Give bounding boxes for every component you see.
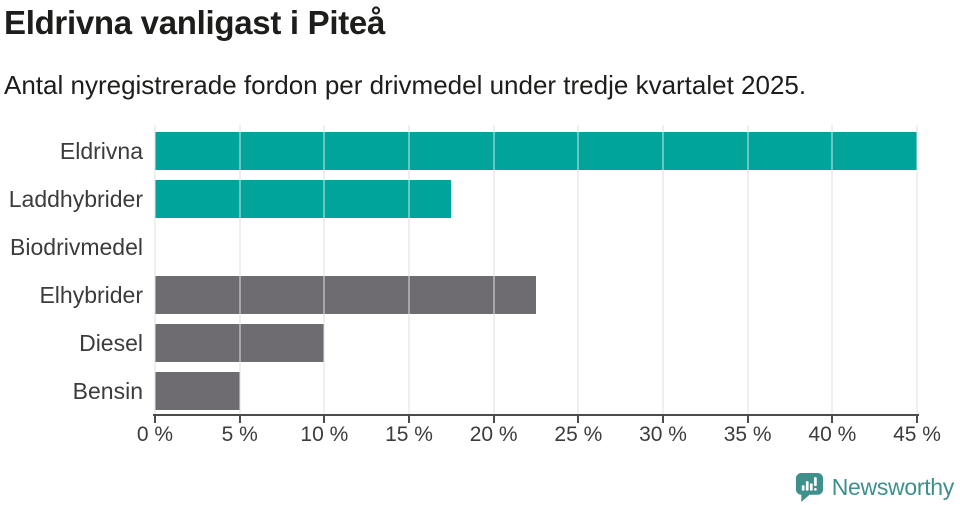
axis-tick bbox=[408, 414, 410, 423]
bar-glyph-tall bbox=[805, 480, 809, 491]
category-label-elhybrider: Elhybrider bbox=[39, 282, 143, 308]
axis-tick bbox=[238, 414, 241, 423]
x-tick-label: 40 % bbox=[808, 423, 857, 446]
gridline bbox=[238, 125, 241, 414]
axis-tick bbox=[662, 414, 664, 423]
x-tick-label: 25 % bbox=[554, 423, 603, 446]
axis-tick bbox=[746, 414, 749, 423]
x-tick-label: 10 % bbox=[300, 423, 349, 446]
brand-footer: Newsworthy bbox=[795, 470, 954, 504]
bar-glyph-small bbox=[801, 484, 805, 491]
bar-elhybrider bbox=[155, 276, 536, 314]
gridline bbox=[831, 125, 834, 414]
x-tick-label: 30 % bbox=[639, 423, 687, 446]
gridline bbox=[577, 125, 580, 414]
axis-tick bbox=[492, 414, 495, 423]
gridline bbox=[154, 125, 156, 414]
category-label-laddhybrider: Laddhybrider bbox=[8, 186, 143, 212]
axis-tick bbox=[154, 414, 156, 423]
gridline bbox=[492, 125, 495, 414]
gridline bbox=[662, 125, 664, 414]
x-tick-label: 45 % bbox=[893, 423, 941, 446]
newsworthy-logo-icon bbox=[795, 472, 823, 502]
x-tick-label: 0 % bbox=[136, 423, 174, 446]
gridline bbox=[746, 125, 749, 414]
exclamation-bar-glyph bbox=[813, 476, 817, 486]
gridline bbox=[408, 125, 410, 414]
axis-tick bbox=[916, 414, 918, 423]
x-axis-line bbox=[153, 414, 919, 416]
category-label-bensin: Bensin bbox=[72, 378, 143, 404]
axis-tick bbox=[323, 414, 326, 423]
bar-laddhybrider bbox=[155, 180, 452, 218]
x-tick-label: 20 % bbox=[469, 423, 518, 446]
category-label-diesel: Diesel bbox=[79, 330, 143, 356]
x-tick-label: 35 % bbox=[723, 423, 772, 446]
bar-eldrivna bbox=[155, 132, 917, 170]
gridline bbox=[916, 125, 918, 414]
chart-title: Eldrivna vanligast i Piteå bbox=[4, 4, 386, 41]
axis-tick bbox=[577, 414, 580, 423]
chart-subtitle: Antal nyregistrerade fordon per drivmede… bbox=[4, 70, 807, 100]
speech-bubble-shape bbox=[795, 472, 823, 502]
bar-bensin bbox=[155, 372, 240, 410]
axis-tick bbox=[831, 414, 834, 423]
category-label-eldrivna: Eldrivna bbox=[59, 138, 143, 164]
bar-diesel bbox=[155, 324, 325, 362]
bar-glyph-medium bbox=[809, 482, 813, 491]
x-tick-label: 15 % bbox=[385, 423, 433, 446]
brand-name: Newsworthy bbox=[831, 473, 955, 500]
exclamation-dot-glyph bbox=[813, 487, 817, 491]
gridline bbox=[323, 125, 326, 414]
category-label-biodrivmedel: Biodrivmedel bbox=[10, 234, 143, 260]
x-tick-label: 5 % bbox=[221, 423, 258, 446]
